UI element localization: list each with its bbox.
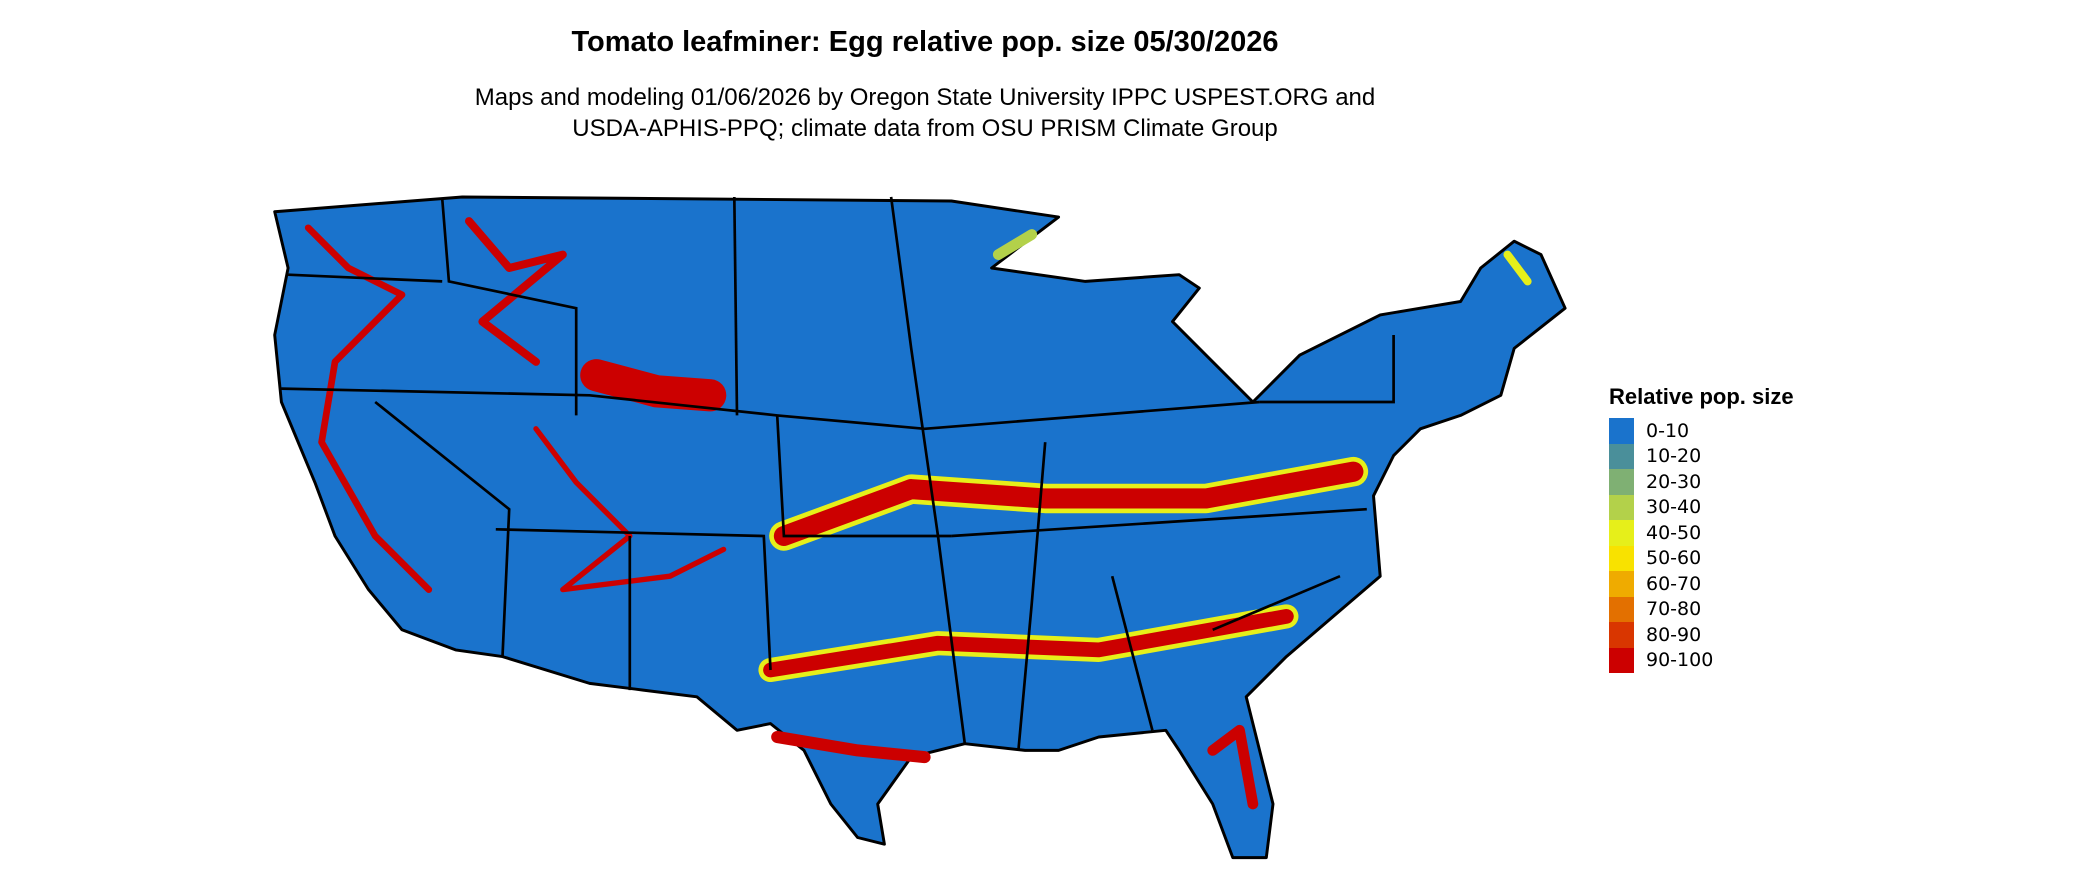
legend-swatch (1609, 494, 1634, 520)
legend-swatch (1609, 622, 1634, 648)
subtitle-line-2: USDA-APHIS-PPQ; climate data from OSU PR… (572, 115, 1278, 142)
legend-swatch (1609, 596, 1634, 622)
legend-item: 50-60 (1609, 545, 1794, 571)
legend-label: 20-30 (1646, 470, 1702, 493)
legend-item: 30-40 (1609, 494, 1794, 520)
legend-item: 60-70 (1609, 571, 1794, 597)
legend-item: 90-100 (1609, 647, 1794, 673)
legend-label: 30-40 (1646, 496, 1702, 519)
legend-label: 40-50 (1646, 521, 1702, 544)
legend-item: 0-10 (1609, 418, 1794, 444)
legend-item: 40-50 (1609, 520, 1794, 546)
legend-item: 10-20 (1609, 443, 1794, 469)
legend-swatch (1609, 571, 1634, 597)
legend-label: 70-80 (1646, 598, 1702, 621)
legend-swatch (1609, 469, 1634, 495)
legend-label: 0-10 (1646, 419, 1690, 442)
legend-item: 20-30 (1609, 469, 1794, 495)
legend-label: 50-60 (1646, 547, 1702, 570)
map-title: Tomato leafminer: Egg relative pop. size… (571, 26, 1279, 58)
legend-swatch (1609, 647, 1634, 673)
legend-item: 80-90 (1609, 622, 1794, 648)
legend-swatch (1609, 545, 1634, 571)
legend-label: 80-90 (1646, 623, 1702, 646)
legend-label: 60-70 (1646, 572, 1702, 595)
legend-swatch (1609, 443, 1634, 469)
legend-item: 70-80 (1609, 596, 1794, 622)
legend-title: Relative pop. size (1609, 384, 1794, 409)
legend-label: 90-100 (1646, 649, 1714, 672)
state-borders (281, 196, 1395, 751)
legend: Relative pop. size 0-10 10-20 20-30 30-40 40… (1609, 384, 1794, 673)
high-population-bands (304, 217, 1532, 810)
legend-label: 10-20 (1646, 445, 1702, 468)
legend-swatch (1609, 520, 1634, 546)
subtitle-line-1: Maps and modeling 01/06/2026 by Oregon S… (474, 84, 1376, 111)
legend-swatch (1609, 418, 1634, 444)
